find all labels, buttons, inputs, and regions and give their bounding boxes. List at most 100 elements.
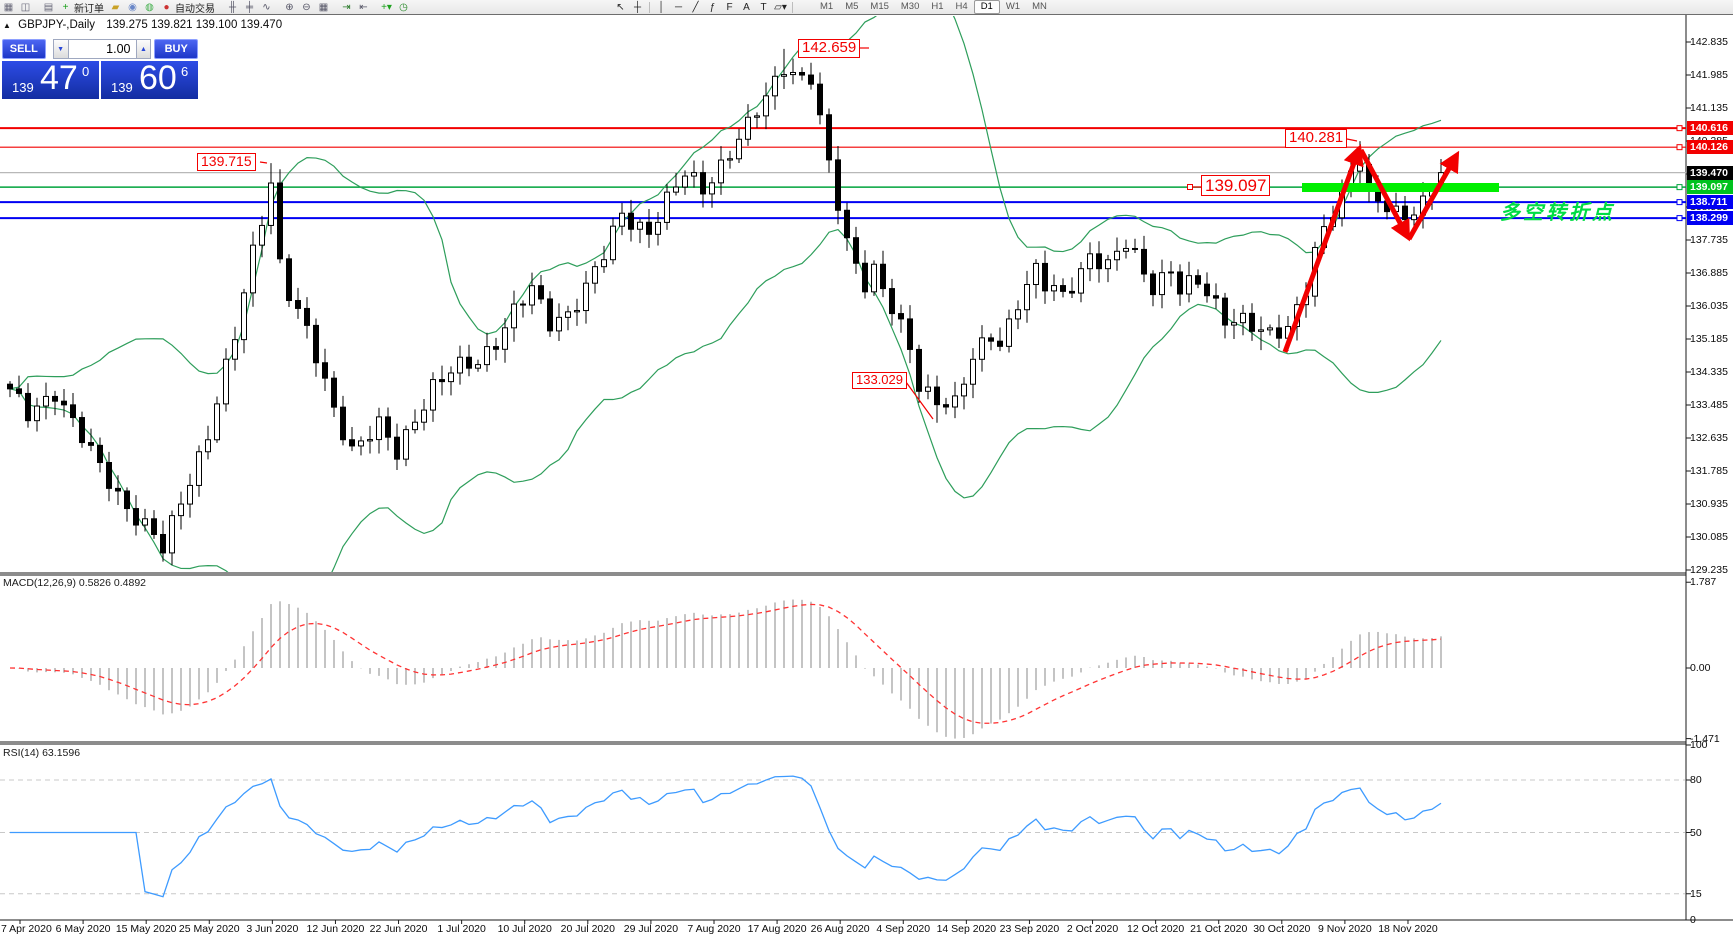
timeframe-d1[interactable]: D1 [973,0,1000,14]
rsi-axis-tick: 15 [1690,887,1702,900]
trend-arrow [1282,144,1364,353]
chart-symbol-period: GBPJPY-,Daily [18,19,96,31]
timeframe-h4[interactable]: H4 [955,1,968,12]
auto-trading-button[interactable]: 自动交易 [175,3,215,15]
profile-icon[interactable]: ◉ [128,1,137,13]
buy-price-base: 139 [111,80,133,95]
buy-price-panel[interactable]: 139 60 6 [101,61,198,99]
window-icon[interactable]: ▦ [3,1,14,13]
period-clock-icon[interactable]: ◷ [399,1,408,13]
price-tag: 138.711 [1687,195,1733,210]
line-handle [1676,144,1683,151]
date-axis-label: 7 Apr 2020 [1,923,52,935]
new-order-plus-icon[interactable]: + [62,1,69,13]
new-order-icon[interactable]: ▤ [43,1,54,13]
text-icon[interactable]: A [743,1,750,13]
price-axis-tick: 133.485 [1690,399,1728,411]
timeframe-w1[interactable]: W1 [1005,1,1021,12]
date-axis-label: 21 Oct 2020 [1190,923,1248,935]
date-axis-label: 14 Sep 2020 [936,923,997,935]
date-axis-label: 7 Aug 2020 [687,923,741,935]
fibonacci-icon[interactable]: ƒ [709,1,716,13]
price-axis-tick: 132.635 [1690,432,1728,444]
price-callout: 139.097 [1201,175,1271,197]
date-axis-label: 10 Jul 2020 [497,923,552,935]
gold-icon[interactable]: ▰ [111,1,120,13]
auto-trading-icon[interactable]: ● [163,1,170,13]
price-axis-tick: 131.785 [1690,465,1728,477]
rsi-axis-tick: 100 [1690,739,1708,751]
price-axis-tick: 141.135 [1690,102,1728,114]
price-axis-tick: 136.035 [1690,300,1728,312]
macd-axis-tick: 1.787 [1690,576,1717,589]
date-axis-label: 26 Aug 2020 [810,923,870,935]
timeframe-m15[interactable]: M15 [870,1,889,12]
auto-scroll-icon[interactable]: ⇤ [359,1,368,13]
date-axis-label: 9 Nov 2020 [1318,923,1372,935]
new-order-button[interactable]: 新订单 [74,3,104,15]
horizontal-line-icon[interactable]: ─ [674,1,683,13]
zoom-out-icon[interactable]: ⊖ [302,1,311,13]
price-tag: 140.126 [1687,140,1733,155]
collapse-arrow-icon[interactable]: ▲ [3,21,11,30]
candles [7,48,1444,566]
date-axis-label: 12 Jun 2020 [306,923,365,935]
sell-button[interactable]: SELL [2,39,46,59]
trendline-icon[interactable]: ╱ [692,1,699,13]
crosshair-icon[interactable]: ┼ [633,1,642,13]
price-tag: 139.097 [1687,180,1733,195]
date-axis-label: 2 Oct 2020 [1066,923,1119,935]
date-axis-label: 18 Nov 2020 [1378,923,1438,935]
toolbar-left-group: ▦ ◫ ▤ + [0,1,74,14]
timeframe-mn[interactable]: MN [1032,1,1047,12]
date-axis-label: 30 Oct 2020 [1253,923,1311,935]
line-handle [1676,125,1683,132]
timeframe-h1[interactable]: H1 [931,1,944,12]
price-axis-tick: 142.835 [1690,36,1728,48]
candle-chart-icon[interactable]: ╫ [228,1,237,13]
add-indicator-icon[interactable]: +▾ [381,1,392,13]
toolbar-separator [649,1,650,13]
tile-windows-icon[interactable]: ▦ [318,1,329,13]
buy-price-point: 6 [181,64,189,79]
support-band [1302,183,1499,192]
zoom-in-icon[interactable]: ⊕ [285,1,294,13]
line-chart-icon[interactable]: ∿ [262,1,271,13]
trade-panel-controls: SELL ▼ ▲ BUY [2,39,198,59]
timeframe-m30[interactable]: M30 [900,1,920,12]
price-axis-tick: 134.335 [1690,366,1728,378]
bar-chart-icon[interactable]: ╪ [245,1,254,13]
date-axis-label: 3 Jun 2020 [246,923,299,935]
date-axis-label: 4 Sep 2020 [876,923,931,935]
chart-shift-icon[interactable]: ⇥ [342,1,351,13]
shapes-icon[interactable]: ▱▾ [774,1,787,13]
toolbar-tools-group: ↖ ┼ │ ─ ╱ ƒ F A T ▱▾ [612,1,796,14]
sell-price-panel[interactable]: 139 47 0 [2,61,99,99]
timeframe-m1[interactable]: M1 [820,1,834,12]
toolbar-right-group: ╫ ╪ ∿ ⊕ ⊖ ▦ ⇥ ⇤ +▾ ◷ [218,1,412,14]
timeframe-group: M1 M5 M15 M30 H1 H4 D1 W1 MN [814,0,1053,14]
price-callout: 139.715 [197,153,256,171]
date-axis-label: 22 Jun 2020 [369,923,428,935]
volume-input[interactable] [68,39,136,59]
sell-price-base: 139 [12,80,34,95]
signal-icon[interactable]: ◍ [145,1,154,13]
text-label-icon[interactable]: T [760,1,767,13]
trend-arrow [1406,150,1460,241]
preview-icon[interactable]: ◫ [20,1,31,13]
volume-increase-button[interactable]: ▲ [135,39,152,59]
volume-decrease-button[interactable]: ▼ [52,39,69,59]
bollinger-bands [9,16,1442,572]
vertical-line-icon[interactable]: │ [658,1,665,13]
timeframe-m5[interactable]: M5 [845,1,859,12]
sell-price-pips: 47 [40,61,78,97]
trade-panel-prices: 139 47 0 139 60 6 [2,61,198,99]
buy-button[interactable]: BUY [154,39,198,59]
line-handle [1676,215,1683,222]
macd-axis-tick: -1.471 [1690,732,1720,745]
fibo-fan-icon[interactable]: F [726,1,733,13]
cursor-icon[interactable]: ↖ [616,1,625,13]
chart-title-row: ▲ GBPJPY-,Daily 139.275 139.821 139.100 … [3,19,282,31]
